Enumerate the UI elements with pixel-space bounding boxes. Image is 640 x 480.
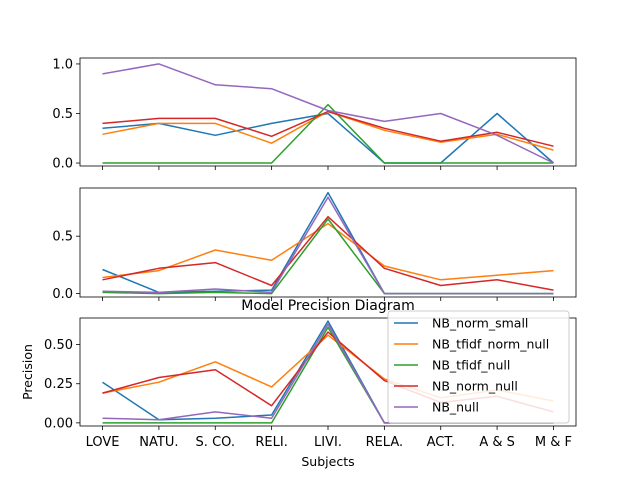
legend-entry: NB_null [432, 400, 479, 415]
x-tick-label: ACT. [427, 435, 455, 450]
y-tick-label: 0.5 [52, 107, 73, 122]
series-line-NB_tfidf_null [102, 218, 554, 295]
series-line-NB_norm_small [102, 191, 554, 295]
y-tick-label: 0.5 [52, 230, 73, 245]
y-tick-label: 0.25 [44, 377, 73, 392]
series-line-NB_norm_null [102, 215, 554, 291]
y-tick-label: 0.00 [44, 416, 73, 431]
legend-entry: NB_norm_small [432, 316, 528, 331]
x-tick-label: M & F [535, 435, 572, 450]
y-tick-label: 0.50 [44, 338, 73, 353]
x-tick-label: LIVI. [314, 435, 342, 450]
x-tick-label: LOVE [86, 435, 120, 450]
axes-frame [79, 317, 577, 427]
series-line-NB_norm_small [102, 112, 554, 164]
y-tick-label: 1.0 [52, 57, 73, 72]
legend-box [387, 310, 570, 424]
y-axis-label: Precision [20, 344, 35, 400]
axes-frame [79, 57, 577, 167]
legend-entry: NB_tfidf_null [432, 358, 510, 373]
legend-entry: NB_norm_null [432, 379, 518, 394]
x-axis-label: Subjects [301, 454, 354, 469]
x-tick-label: S. CO. [196, 435, 235, 450]
x-tick-label: RELA. [366, 435, 404, 450]
series-line-NB_norm_null [102, 110, 554, 147]
x-tick-label: NATU. [139, 435, 178, 450]
chart-title: Model Precision Diagram [241, 298, 415, 314]
y-tick-label: 0.0 [52, 287, 73, 302]
y-tick-label: 0.0 [52, 157, 73, 172]
x-tick-label: RELI. [255, 435, 287, 450]
series-line-NB_null [102, 63, 554, 164]
legend-entry: NB_tfidf_norm_null [432, 337, 549, 352]
series-line-NB_tfidf_norm_null [102, 222, 554, 281]
series-line-NB_null [102, 196, 554, 295]
series-line-NB_tfidf_null [102, 103, 554, 164]
axes-frame [79, 187, 577, 298]
x-tick-label: A & S [479, 435, 515, 450]
